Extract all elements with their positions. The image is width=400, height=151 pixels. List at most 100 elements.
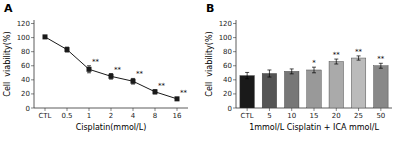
x-tick [314,108,315,111]
bar [374,66,388,108]
x-tick-label: 25 [354,112,363,120]
bar [240,76,254,108]
bar [284,71,298,108]
x-axis-label: Cisplatin(mmol/L) [76,123,147,132]
title: A [4,2,13,15]
y-tick [233,23,236,24]
marker [153,89,158,94]
y-axis-label: Cell viability(%) [205,31,214,96]
annotation: ** [136,70,144,78]
y-tick-label: 80 [21,48,30,56]
x-tick [336,108,337,111]
error-bar [312,67,316,73]
error-bar [334,59,338,64]
annotation: * [312,59,316,67]
x-tick [247,108,248,111]
bar [307,70,321,108]
error-bar [65,47,69,52]
x-axis-label: 1mmol/L Cisplatin + ICA mmol/L [249,123,379,132]
x-tick-label: 1 [87,112,91,120]
x-tick [133,108,134,111]
annotation: ** [92,58,100,66]
x-tick [269,108,270,111]
y-tick-label: 20 [223,90,232,98]
annotation: ** [158,82,166,90]
y-tick-label: 80 [223,48,232,56]
y-tick-label: 100 [17,34,30,42]
y-tick [233,51,236,52]
panel: 020406080100120CTL0.5124816**********ACi… [3,2,188,132]
x-tick-label: 16 [173,112,182,120]
x-tick-label: 2 [109,112,113,120]
y-tick-label: 40 [21,76,30,84]
error-bar [245,72,249,78]
y-tick-label: 100 [219,34,232,42]
y-tick [31,93,34,94]
y-tick-label: 20 [21,90,30,98]
line [45,37,177,99]
marker [175,96,180,101]
x-tick [111,108,112,111]
y-tick [31,51,34,52]
y-tick [31,108,34,109]
x-tick-label: 10 [287,112,296,120]
figure: 020406080100120CTL0.5124816**********ACi… [0,0,400,151]
x-tick-label: 8 [153,112,157,120]
y-tick [31,79,34,80]
y-tick [31,37,34,38]
error-bar [290,69,294,74]
annotation: ** [114,66,122,74]
y-tick-label: 60 [21,62,30,70]
marker [131,79,136,84]
y-tick-label: 0 [228,105,232,113]
y-tick [233,79,236,80]
y-tick [233,37,236,38]
x-tick [89,108,90,111]
y-tick-label: 0 [26,105,30,113]
y-tick-label: 40 [223,76,232,84]
x-tick [155,108,156,111]
x-tick [177,108,178,111]
x-tick [358,108,359,111]
x-tick-label: CTL [241,112,254,120]
plot-area [43,34,180,101]
title: B [206,2,214,15]
marker [43,34,48,39]
x-tick [291,108,292,111]
y-tick [31,23,34,24]
error-bar [153,90,157,94]
annotation: ** [333,51,341,59]
x-tick-label: 0.5 [61,112,72,120]
error-bar [379,63,383,68]
annotation: ** [180,89,188,97]
x-tick-label: 50 [376,112,385,120]
x-tick [45,108,46,111]
x-tick-label: CTL [38,112,51,120]
plot-area [240,56,388,108]
y-axis-label: Cell viability(%) [3,31,12,96]
error-bar [131,78,135,84]
bar [351,58,365,108]
error-bar [87,66,91,73]
x-tick [380,108,381,111]
y-tick [233,108,236,109]
annotation: ** [377,55,385,63]
x-tick [67,108,68,111]
y-axis [236,20,237,108]
y-tick-label: 60 [223,62,232,70]
y-tick [233,93,236,94]
error-bar [267,70,271,77]
marker [109,74,114,79]
annotation: ** [355,48,363,56]
y-tick-label: 120 [219,20,232,28]
error-bar [357,56,361,60]
panel: 020406080100120CTL51015202550*******B1mm… [205,2,392,132]
x-tick-label: 15 [310,112,319,120]
error-bar [109,74,113,80]
marker [65,47,70,52]
marker [87,67,92,72]
y-tick [31,65,34,66]
y-axis [34,20,35,108]
bar [262,74,276,108]
bar [329,62,343,108]
